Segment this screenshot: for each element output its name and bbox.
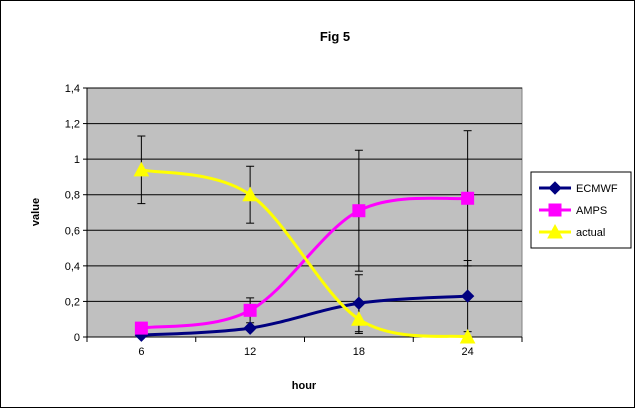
y-tick-label: 1,4 xyxy=(65,83,80,95)
gridlines xyxy=(87,87,522,302)
y-tick-label: 1,2 xyxy=(65,119,80,131)
legend-marker-ecmwf xyxy=(548,181,562,195)
legend-label-amps: AMPS xyxy=(576,205,607,217)
y-tick-label: 0,2 xyxy=(65,296,80,308)
chart-title: Fig 5 xyxy=(320,29,350,44)
data-point-actual xyxy=(133,161,150,177)
legend-box xyxy=(530,171,632,249)
data-point-actual xyxy=(351,311,367,326)
plot-area xyxy=(86,87,523,338)
x-axis: 6 12 18 24 xyxy=(86,336,523,358)
y-tick-label: 0,8 xyxy=(65,190,80,202)
legend: ECMWF AMPS actual xyxy=(530,171,632,249)
x-tick-label: 12 xyxy=(244,346,256,358)
data-point-amps xyxy=(243,303,257,317)
y-tick-label: 1 xyxy=(74,154,80,166)
data-point-actual xyxy=(459,328,476,344)
x-tick-label: 6 xyxy=(138,346,144,358)
data-point-amps xyxy=(461,191,475,205)
y-axis-label: value xyxy=(30,198,42,226)
series-line-actual xyxy=(141,168,468,339)
x-tick-label: 18 xyxy=(353,346,365,358)
legend-label-actual: actual xyxy=(576,227,605,239)
series-line-ecmwf xyxy=(141,294,468,337)
data-point-ecmwf xyxy=(352,296,366,310)
legend-marker-actual xyxy=(547,223,563,239)
legend-label-ecmwf: ECMWF xyxy=(576,183,618,195)
data-point-ecmwf xyxy=(243,321,257,335)
x-axis-label: hour xyxy=(292,380,317,392)
x-tick-label: 24 xyxy=(462,346,474,358)
series-line-amps xyxy=(141,196,468,330)
data-point-actual xyxy=(242,186,258,202)
legend-marker-amps xyxy=(548,203,562,217)
y-tick-label: 0 xyxy=(74,332,80,344)
y-tick-label: 0,6 xyxy=(65,225,80,237)
data-point-ecmwf xyxy=(460,289,475,303)
data-point-amps xyxy=(352,204,366,218)
y-axis: 0 0,2 0,4 0,6 0,8 1 1,2 1,4 xyxy=(65,83,88,344)
y-tick-label: 0,4 xyxy=(65,261,80,273)
series-group xyxy=(133,161,476,344)
data-point-amps xyxy=(134,321,148,335)
